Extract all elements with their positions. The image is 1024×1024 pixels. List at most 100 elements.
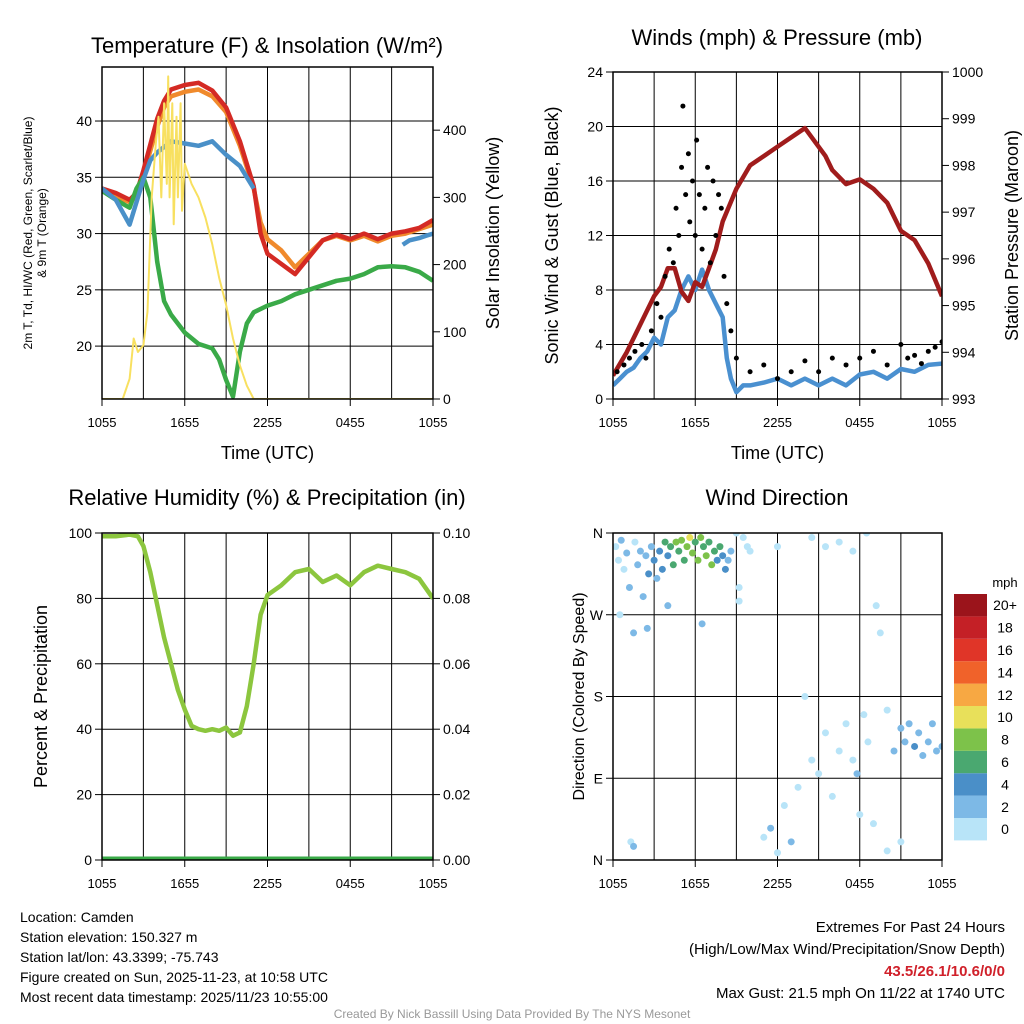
- gust-point: [705, 164, 711, 170]
- y-right-tick-label: 0.02: [443, 787, 470, 803]
- y-right-tick-label: 0: [443, 391, 451, 407]
- x-tick-label: 1055: [599, 415, 628, 430]
- y-tick-label: 40: [76, 721, 92, 737]
- x-tick-label: 1055: [599, 876, 628, 891]
- x-tick-label: 2255: [253, 876, 282, 891]
- colorbar-label: 16: [997, 642, 1013, 658]
- wind-direction-point: [719, 552, 727, 560]
- series-line-sonic-wind: [613, 267, 942, 395]
- y-tick-label: N: [593, 525, 603, 541]
- extremes-title: Extremes For Past 24 Hours: [815, 919, 1005, 936]
- y-tick-label: W: [590, 607, 604, 623]
- wind-direction-point: [698, 620, 706, 628]
- wind-direction-point: [735, 584, 743, 591]
- wind-direction-point: [828, 792, 836, 800]
- wind-direction-point: [808, 756, 816, 764]
- colorbar-label: 14: [997, 664, 1013, 680]
- gust-point: [696, 192, 702, 198]
- wind-direction-point: [656, 547, 664, 555]
- wind-direction-point: [774, 849, 781, 857]
- extremes-values: 43.5/26.1/10.6/0/0: [884, 963, 1005, 980]
- colorbar-swatch: [954, 594, 987, 617]
- colorbar-swatch: [954, 616, 987, 639]
- gust-point: [621, 362, 627, 368]
- wind-direction-point: [919, 752, 927, 760]
- x-axis-label: Time (UTC): [731, 443, 824, 463]
- colorbar-label: 20+: [993, 597, 1017, 613]
- wind-direction-point: [630, 629, 638, 637]
- wind-direction-point: [849, 756, 857, 764]
- wind-direction-point: [664, 552, 672, 560]
- plot-frame: [101, 66, 434, 400]
- y-tick-label: 40: [76, 113, 92, 129]
- gust-point: [676, 233, 682, 238]
- gust-point: [884, 362, 890, 368]
- colorbar-swatch: [954, 661, 987, 684]
- wind-direction-point: [630, 842, 638, 850]
- y-right-tick-label: 0.04: [443, 721, 470, 737]
- colorbar-swatch: [954, 706, 987, 729]
- y-tick-label: E: [594, 770, 603, 786]
- colorbar-label: 2: [1001, 799, 1009, 815]
- wind-direction-point: [694, 556, 702, 564]
- gust-point: [658, 314, 664, 320]
- wind-direction-point: [821, 729, 829, 737]
- wind-direction-point: [680, 556, 688, 564]
- y-tick-label: 20: [76, 338, 92, 354]
- gust-point: [721, 273, 727, 279]
- y-right-tick-label: 994: [952, 344, 976, 360]
- plot-area: [613, 533, 942, 857]
- plot-frame: [612, 532, 943, 861]
- y-right-tick-label: 0.00: [443, 852, 470, 868]
- x-tick-label: 1655: [170, 415, 199, 430]
- chart-panel-0: [95, 66, 440, 406]
- y-axis-label-line2: & 9m T (Orange): [35, 188, 49, 278]
- gust-point: [694, 137, 700, 143]
- gust-point: [654, 301, 660, 307]
- series-line-solar-insolation: [102, 75, 433, 399]
- y-tick-label: 25: [76, 282, 92, 298]
- wind-direction-point: [713, 556, 721, 564]
- gust-point: [728, 328, 734, 334]
- x-tick-label: 2255: [763, 876, 792, 891]
- wind-direction-point: [735, 597, 743, 605]
- y-right-tick-label: 300: [443, 189, 467, 205]
- wind-direction-point: [705, 538, 713, 546]
- wind-direction-point: [774, 543, 781, 551]
- wind-direction-point: [727, 547, 735, 555]
- gust-point: [687, 219, 693, 225]
- wind-direction-point: [639, 593, 647, 601]
- gust-point: [626, 355, 632, 361]
- gust-point: [666, 246, 672, 252]
- colorbar-swatch: [954, 750, 987, 774]
- wind-direction-point: [911, 742, 919, 750]
- wind-direction-point: [849, 547, 857, 555]
- wind-direction-point: [835, 538, 843, 546]
- gust-point: [710, 178, 716, 184]
- wind-direction-point: [743, 543, 751, 551]
- wind-direction-point: [634, 561, 642, 569]
- wind-direction-point: [625, 584, 633, 591]
- wind-direction-point: [901, 738, 909, 746]
- colorbar-label: 6: [1001, 754, 1009, 770]
- wind-direction-point: [760, 833, 768, 841]
- colorbar-swatch: [954, 773, 987, 796]
- wind-direction-point: [645, 570, 653, 578]
- y-tick-label: 80: [76, 590, 92, 606]
- gust-point: [673, 205, 679, 211]
- plot-area: [102, 75, 433, 399]
- gust-point: [905, 355, 911, 361]
- wind-direction-point: [724, 556, 732, 564]
- wind-direction-point: [915, 729, 923, 737]
- wind-direction-point: [636, 547, 644, 555]
- x-tick-label: 1655: [170, 876, 199, 891]
- x-tick-label: 1055: [88, 415, 117, 430]
- x-tick-label: 1055: [928, 876, 957, 891]
- x-tick-label: 1055: [88, 876, 117, 891]
- y-right-tick-label: 200: [443, 257, 467, 273]
- y-axis-label: 2m T, Td, HI/WC (Red, Green, Scarlet/Blu…: [21, 117, 35, 350]
- wind-direction-point: [650, 556, 658, 564]
- x-tick-label: 0455: [845, 415, 874, 430]
- colorbar-label: 18: [997, 620, 1013, 636]
- wind-direction-point: [787, 838, 795, 846]
